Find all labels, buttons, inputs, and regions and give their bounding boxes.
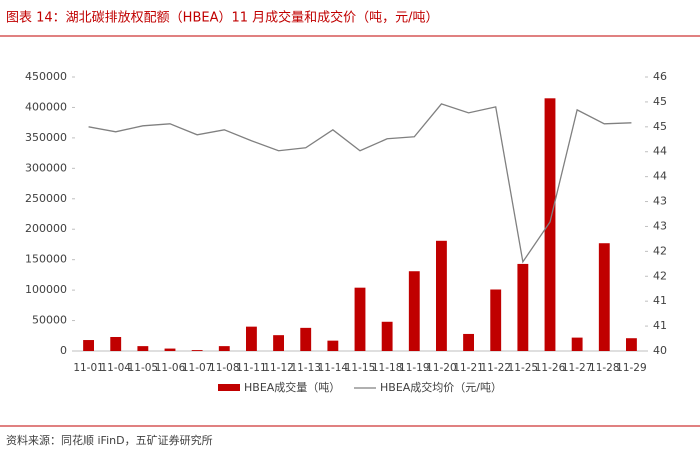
bar	[571, 337, 583, 351]
y-tick-label: 250000	[25, 192, 67, 205]
y2-tick-label: 41	[653, 294, 667, 307]
bar	[626, 338, 637, 351]
x-tick-label: 11-18	[372, 362, 403, 374]
x-tick-label: 11-06	[155, 362, 186, 374]
y2-tick-label: 45	[653, 95, 667, 108]
x-tick-label: 11-01	[73, 362, 104, 374]
bar	[191, 350, 203, 351]
y2-tick-label: 46	[653, 70, 667, 83]
bar	[246, 326, 257, 351]
source: 资料来源：同花顺 iFinD，五矿证券研究所	[6, 433, 213, 447]
bar	[490, 289, 502, 351]
y-tick-label: 100000	[25, 283, 67, 296]
x-tick-label: 11-11	[236, 362, 267, 374]
bar	[381, 321, 393, 351]
bar	[436, 240, 447, 351]
y-tick-label: 450000	[25, 70, 67, 83]
y-tick-label: 0	[60, 344, 67, 357]
x-tick-label: 11-15	[345, 362, 376, 374]
bar	[517, 263, 529, 351]
bar	[218, 346, 230, 351]
y2-tick-label: 43	[653, 219, 667, 232]
y2-tick-label: 44	[653, 170, 667, 183]
y-tick-label: 350000	[25, 131, 67, 144]
x-tick-label: 11-29	[616, 362, 647, 374]
bar	[463, 333, 474, 351]
y2-tick-label: 42	[653, 244, 667, 257]
y2-tick-label: 44	[653, 145, 667, 158]
y-tick-label: 200000	[25, 222, 67, 235]
x-tick-label: 11-21	[453, 362, 484, 374]
x-tick-label: 11-13	[290, 362, 321, 374]
bar	[110, 336, 122, 351]
y2-tick-label: 45	[653, 120, 667, 133]
x-tick-label: 11-14	[318, 362, 349, 374]
bar	[273, 335, 284, 351]
bar	[354, 287, 366, 351]
bar	[83, 340, 94, 351]
x-tick-label: 11-04	[100, 362, 131, 374]
y-tick-label: 150000	[25, 253, 67, 266]
x-tick-label: 11-25	[508, 362, 539, 374]
x-tick-label: 11-26	[535, 362, 566, 374]
x-tick-label: 11-20	[426, 362, 457, 374]
x-tick-label: 11-28	[589, 362, 620, 374]
y2-tick-label: 42	[653, 269, 667, 282]
legend-swatch	[218, 384, 240, 391]
y-tick-label: 400000	[25, 100, 67, 113]
y-tick-label: 50000	[32, 314, 67, 327]
bar	[598, 243, 610, 351]
x-tick-label: 11-22	[480, 362, 511, 374]
bar	[408, 271, 420, 351]
chart-title: 图表 14：湖北碳排放权配额（HBEA）11 月成交量和成交价（吨，元/吨）	[6, 10, 439, 26]
x-tick-label: 11-08	[209, 362, 240, 374]
x-tick-label: 11-19	[399, 362, 430, 374]
x-tick-label: 11-27	[562, 362, 593, 374]
legend-label: HBEA成交量（吨）	[244, 380, 340, 394]
x-tick-label: 11-05	[128, 362, 159, 374]
y2-tick-label: 41	[653, 319, 667, 332]
bar	[327, 340, 339, 351]
bar	[300, 327, 312, 351]
bar	[164, 348, 176, 351]
bar	[137, 346, 149, 351]
bar	[544, 98, 556, 351]
legend-label: HBEA成交均价（元/吨）	[380, 380, 502, 394]
y2-tick-label: 43	[653, 195, 667, 208]
x-tick-label: 11-12	[263, 362, 294, 374]
y2-tick-label: 40	[653, 344, 667, 357]
line	[88, 103, 632, 264]
y-tick-label: 300000	[25, 161, 67, 174]
x-tick-label: 11-07	[182, 362, 213, 374]
